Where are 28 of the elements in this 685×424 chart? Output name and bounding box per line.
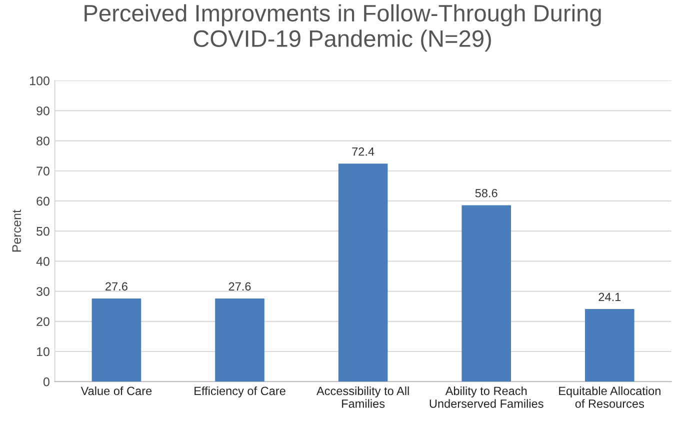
data-label: 58.6 <box>475 188 498 198</box>
bar <box>462 205 512 382</box>
bar <box>584 309 634 382</box>
y-tick-label: 20 <box>36 317 50 326</box>
data-label: 27.6 <box>228 282 251 291</box>
y-tick-label: 70 <box>36 166 50 176</box>
data-label: 27.6 <box>106 282 128 291</box>
chart-title: Perceived Improvments in Follow-Through During COVID-19 Pandemic (N=29) <box>84 4 601 52</box>
data-label: 72.4 <box>352 147 374 156</box>
bar <box>215 298 264 382</box>
data-label: 24.1 <box>598 292 621 302</box>
bar <box>338 164 388 382</box>
x-tick-label: Ability to Reach Underserved Families <box>430 386 544 408</box>
x-tick-label: Efficiency of Care <box>194 386 286 398</box>
x-tick-label: Accessibility to All Families <box>316 386 409 408</box>
y-tick-label: 30 <box>36 287 50 296</box>
y-tick-label: 10 <box>36 347 50 356</box>
y-tick-label: 50 <box>36 226 50 236</box>
y-tick-label: 80 <box>36 136 50 146</box>
y-axis-title: Percent <box>12 210 22 252</box>
x-tick-label: Value of Care <box>80 386 152 396</box>
y-tick-label: 100 <box>30 76 50 86</box>
y-tick-label: 40 <box>36 256 50 266</box>
bar <box>92 298 142 382</box>
y-tick-label: 0 <box>43 377 50 386</box>
x-tick-label: Equitable Allocation of Resources <box>559 386 660 408</box>
y-tick-label: 90 <box>36 106 50 116</box>
y-tick-label: 60 <box>36 196 50 206</box>
